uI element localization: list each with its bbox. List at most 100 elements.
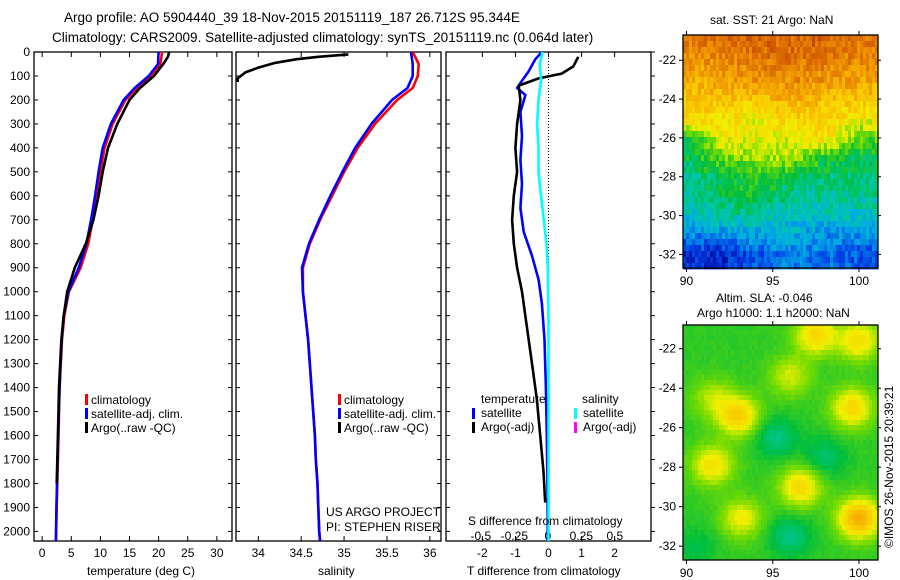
sla-cell: [833, 460, 837, 466]
sst-cell: [788, 65, 792, 72]
sst-cell: [848, 89, 852, 96]
sst-cell: [842, 53, 846, 60]
sst-cell: [800, 125, 804, 132]
sla-cell: [764, 410, 768, 416]
sst-cell: [791, 263, 795, 270]
sla-cell: [818, 490, 822, 496]
sst-cell: [773, 149, 777, 156]
sst-cell: [836, 53, 840, 60]
sst-cell: [731, 77, 735, 84]
sst-cell: [791, 209, 795, 216]
sla-cell: [794, 480, 798, 486]
sst-cell: [707, 47, 711, 54]
sst-cell: [845, 59, 849, 66]
sla-cell: [830, 365, 834, 371]
sst-cell: [740, 185, 744, 192]
sla-cell: [854, 400, 858, 406]
sst-cell: [812, 251, 816, 258]
sst-cell: [833, 161, 837, 168]
sst-cell: [860, 161, 864, 168]
sst-cell: [866, 119, 870, 126]
sla-cell: [800, 485, 804, 491]
sst-cell: [875, 233, 879, 240]
sst-cell: [875, 221, 879, 228]
sla-cell: [836, 325, 840, 331]
sst-cell: [698, 89, 702, 96]
sst-cell: [815, 119, 819, 126]
sla-cell: [734, 390, 738, 396]
sla-cell: [683, 465, 687, 471]
sst-cell: [785, 107, 789, 114]
sla-cell: [833, 400, 837, 406]
sla-cell: [836, 395, 840, 401]
sst-cell: [740, 35, 744, 42]
sst-cell: [689, 101, 693, 108]
sla-cell: [788, 355, 792, 361]
sla-cell: [869, 440, 873, 446]
sla-cell: [833, 325, 837, 331]
sst-cell: [722, 227, 726, 234]
sst-cell: [815, 101, 819, 108]
sst-cell: [830, 239, 834, 246]
sst-cell: [698, 95, 702, 102]
sst-cell: [764, 257, 768, 264]
sla-cell: [704, 390, 708, 396]
sla-cell: [722, 365, 726, 371]
sla-cell: [866, 485, 870, 491]
sla-cell: [749, 400, 753, 406]
sst-cell: [836, 173, 840, 180]
sst-cell: [752, 155, 756, 162]
sla-cell: [728, 420, 732, 426]
sst-cell: [764, 251, 768, 258]
sst-cell: [854, 119, 858, 126]
sst-cell: [875, 137, 879, 144]
sst-cell: [728, 59, 732, 66]
sst-cell: [755, 251, 759, 258]
sla-cell: [809, 430, 813, 436]
sst-cell: [728, 35, 732, 42]
sst-cell: [776, 59, 780, 66]
sst-cell: [875, 41, 879, 48]
sla-cell: [722, 380, 726, 386]
sst-cell: [683, 155, 687, 162]
sla-cell: [686, 385, 690, 391]
sst-cell: [692, 257, 696, 264]
sst-cell: [854, 65, 858, 72]
sla-cell: [683, 365, 687, 371]
sla-cell: [716, 450, 720, 456]
sla-cell: [785, 385, 789, 391]
sst-cell: [830, 191, 834, 198]
sst-cell: [851, 47, 855, 54]
sst-cell: [734, 113, 738, 120]
sla-cell: [683, 440, 687, 446]
sst-cell: [713, 41, 717, 48]
sst-cell: [716, 203, 720, 210]
sst-cell: [842, 173, 846, 180]
sla-cell: [707, 450, 711, 456]
sla-cell: [716, 415, 720, 421]
sla-cell: [764, 480, 768, 486]
sst-cell: [818, 113, 822, 120]
sla-cell: [779, 465, 783, 471]
sla-cell: [752, 475, 756, 481]
sla-cell: [752, 370, 756, 376]
sst-cell: [710, 191, 714, 198]
sst-cell: [725, 77, 729, 84]
sla-cell: [809, 360, 813, 366]
sla-cell: [785, 350, 789, 356]
sst-cell: [779, 107, 783, 114]
sst-cell: [821, 119, 825, 126]
sla-cell: [737, 330, 741, 336]
sla-cell: [719, 400, 723, 406]
sst-cell: [779, 257, 783, 264]
sla-cell: [761, 365, 765, 371]
sst-cell: [791, 125, 795, 132]
sst-cell: [695, 221, 699, 228]
sla-cell: [806, 415, 810, 421]
x-tick-label: 34.5: [290, 546, 314, 560]
sla-cell: [710, 370, 714, 376]
sst-cell: [728, 113, 732, 120]
sla-cell: [857, 485, 861, 491]
sst-cell: [815, 191, 819, 198]
sst-cell: [695, 107, 699, 114]
